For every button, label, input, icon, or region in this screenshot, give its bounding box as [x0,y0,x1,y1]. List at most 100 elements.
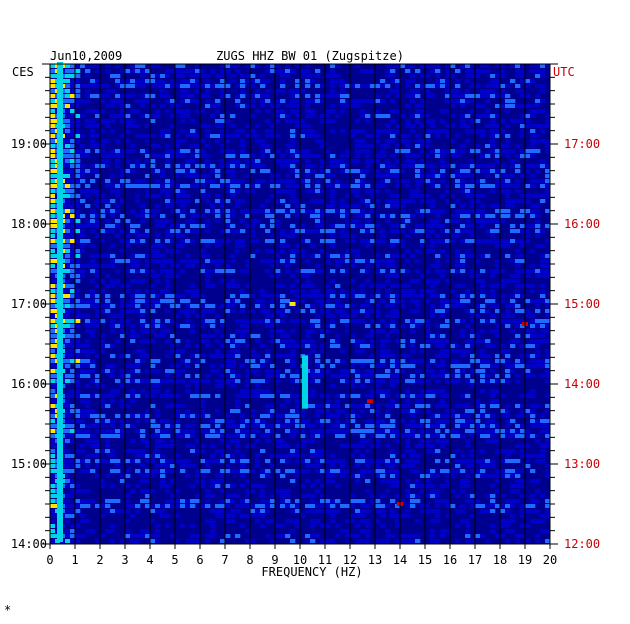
heatmap-cell [405,479,411,483]
heatmap-cell [50,94,56,98]
heatmap-cell [380,99,386,103]
heatmap-cell [170,184,176,188]
heatmap-cell [410,429,416,433]
heatmap-cell [540,289,546,293]
heatmap-cell [100,434,106,438]
heatmap-cell [400,179,406,183]
heatmap-cell [320,459,326,463]
heatmap-cell [340,369,346,373]
heatmap-cell [415,404,421,408]
heatmap-cell [305,69,311,73]
heatmap-cell [280,334,286,338]
heatmap-cell [65,239,71,243]
heatmap-cell [270,414,276,418]
heatmap-cell [255,504,261,508]
heatmap-cell [110,149,116,153]
heatmap-cell [530,79,536,83]
heatmap-cell [225,269,231,273]
heatmap-cell [190,484,196,488]
heatmap-cell [455,69,461,73]
heatmap-cell [130,504,136,508]
heatmap-cell [420,319,426,323]
heatmap-cell [490,204,496,208]
heatmap-cell [50,289,56,293]
heatmap-cell [495,229,501,233]
heatmap-cell [445,354,451,358]
heatmap-cell [415,499,421,503]
heatmap-cell [75,64,81,68]
heatmap-cell [340,229,346,233]
heatmap-cell [160,84,166,88]
heatmap-cell [380,259,386,263]
heatmap-cell [150,209,156,213]
heatmap-cell [190,134,196,138]
heatmap-cell [165,144,171,148]
heatmap-cell [545,374,551,378]
heatmap-cell [485,504,491,508]
heatmap-cell [135,184,141,188]
heatmap-cell [215,109,221,113]
heatmap-cell [325,109,331,113]
heatmap-cell [505,214,511,218]
heatmap-cell [225,354,231,358]
heatmap-cell [470,379,476,383]
heatmap-cell [115,84,121,88]
heatmap-cell [140,269,146,273]
heatmap-cell [335,184,341,188]
heatmap-cell [90,414,96,418]
heatmap-cell [280,444,286,448]
heatmap-cell [205,74,211,78]
heatmap-cell [360,239,366,243]
heatmap-cell [325,309,331,313]
heatmap-cell [500,169,506,173]
heatmap-cell [225,309,231,313]
heatmap-cell [445,134,451,138]
heatmap-cell [160,299,166,303]
heatmap-cell [170,404,176,408]
heatmap-cell [270,464,276,468]
heatmap-cell [75,389,81,393]
heatmap-cell [430,264,436,268]
heatmap-cell [320,94,326,98]
heatmap-cell [510,304,516,308]
heatmap-cell [325,359,331,363]
heatmap-cell [400,199,406,203]
heatmap-cell [135,224,141,228]
heatmap-cell [405,104,411,108]
heatmap-cell [435,149,441,153]
heatmap-cell [290,69,296,73]
heatmap-cell [110,324,116,328]
heatmap-cell [400,409,406,413]
heatmap-cell [115,459,121,463]
heatmap-cell [100,99,106,103]
heatmap-cell [80,344,86,348]
heatmap-cell [290,434,296,438]
heatmap-cell [160,439,166,443]
heatmap-cell [495,174,501,178]
heatmap-cell [540,414,546,418]
heatmap-cell [385,489,391,493]
heatmap-cell [100,309,106,313]
heatmap-cell [230,134,236,138]
heatmap-cell [375,469,381,473]
heatmap-cell [265,499,271,503]
heatmap-cell [485,169,491,173]
heatmap-cell [440,79,446,83]
heatmap-cell [320,269,326,273]
heatmap-cell [175,104,181,108]
heatmap-cell [70,224,76,228]
heatmap-cell [150,144,156,148]
heatmap-cell [375,94,381,98]
heatmap-cell [515,199,521,203]
heatmap-cell [520,259,526,263]
heatmap-cell [90,454,96,458]
heatmap-cell [85,194,91,198]
heatmap-cell [295,319,301,323]
heatmap-cell [100,194,106,198]
heatmap-cell [365,134,371,138]
heatmap-cell [90,109,96,113]
heatmap-cell [420,179,426,183]
heatmap-cell [380,234,386,238]
heatmap-cell [330,239,336,243]
heatmap-cell [75,304,81,308]
